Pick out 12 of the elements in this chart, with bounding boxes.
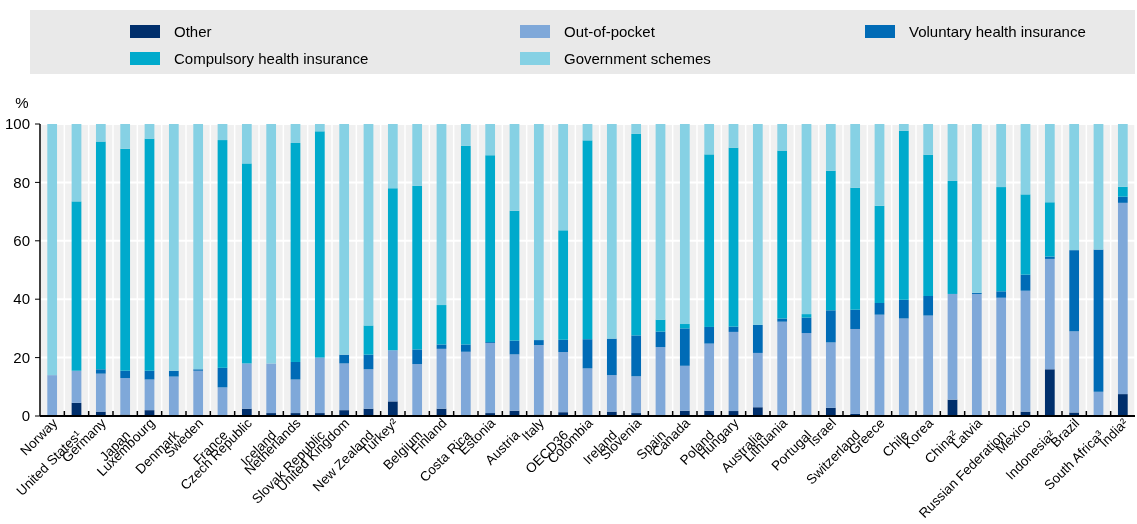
y-tick-label: 80 (13, 173, 30, 191)
legend-label: Other (174, 23, 212, 40)
y-tick-label: 60 (13, 232, 30, 250)
y-tick-label: 0 (21, 407, 30, 425)
y-tick-label: 100 (4, 115, 30, 133)
y-tick-label: 20 (13, 348, 30, 366)
legend-label: Voluntary health insurance (909, 23, 1086, 40)
legend-label: Government schemes (564, 50, 711, 67)
y-axis-title: % (15, 94, 29, 111)
legend-label: Out-of-pocket (564, 23, 656, 40)
legend-label: Compulsory health insurance (174, 50, 369, 67)
y-tick-label: 40 (13, 290, 30, 308)
